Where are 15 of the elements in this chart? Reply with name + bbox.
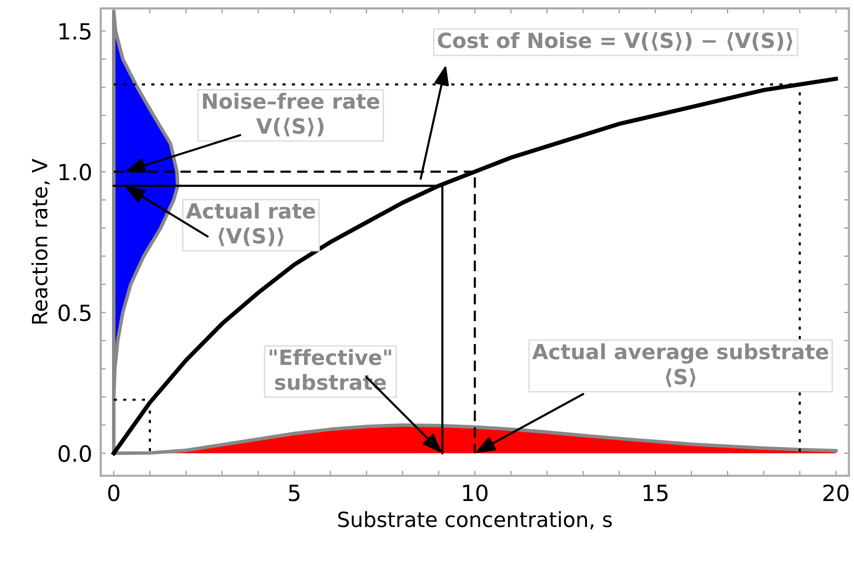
y-tick-label: 1.5	[60, 23, 90, 40]
y-tick-label: 0.0	[58, 445, 91, 462]
x-tick-label: 5	[288, 484, 300, 502]
y-tick-label: 1.0	[60, 164, 91, 180]
x-tick-label: 20	[823, 484, 849, 502]
annotation: Cost of Noise = V(⟨S⟩) − ⟨V(S)⟩	[438, 32, 792, 51]
y-axis-title: Reaction rate, V	[31, 158, 50, 324]
x-tick-label: 0	[108, 484, 120, 502]
x-tick-label: 15	[644, 484, 668, 502]
annotation: Noise–free rate V(⟨S⟩)	[203, 92, 380, 136]
annotation: Actual rate ⟨V(S)⟩	[186, 202, 316, 246]
annotation: Actual average substrate ⟨S⟩	[532, 343, 828, 387]
x-tick-label: 10	[463, 484, 488, 502]
y-tick-label: 0.5	[58, 304, 90, 322]
x-axis-title: Substrate concentration, s	[338, 511, 612, 530]
